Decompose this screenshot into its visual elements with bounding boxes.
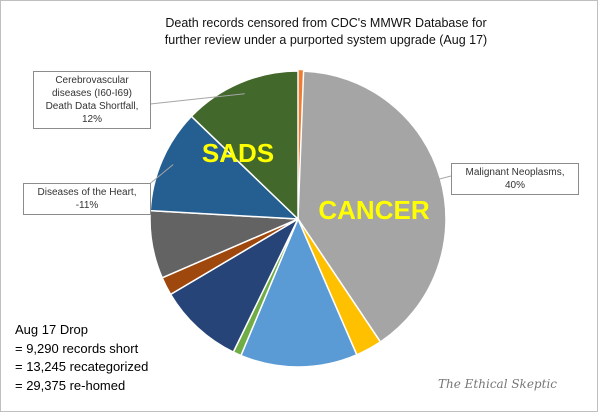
cerebrovascular-callout-line-3: Death Data Shortfall, xyxy=(45,101,139,112)
watermark: The Ethical Skeptic xyxy=(438,377,557,391)
heart-callout-line-1: Diseases of the Heart, xyxy=(37,187,137,198)
cerebrovascular-callout: Cerebrovascular diseases (I60-I69) Death… xyxy=(33,71,151,129)
drop-summary: Aug 17 Drop = 9,290 records short = 13,2… xyxy=(15,321,148,395)
cancer-inner-label: CANCER xyxy=(318,195,429,225)
cerebrovascular-callout-line-1: Cerebrovascular xyxy=(55,75,129,86)
cerebrovascular-callout-line-4: 12% xyxy=(81,114,102,125)
pie-slice-9 xyxy=(190,70,299,220)
sads-inner-label: SADS xyxy=(202,138,274,168)
pie-slice-3 xyxy=(240,218,358,368)
chart-title: Death records censored from CDC's MMWR D… xyxy=(131,15,521,49)
pie-slice-5 xyxy=(169,218,299,353)
cancer-leader-line xyxy=(428,175,452,183)
chart-title-line-1: Death records censored from CDC's MMWR D… xyxy=(165,16,487,30)
drop-summary-line-4: = 29,375 re-homed xyxy=(15,377,126,393)
heart-callout: Diseases of the Heart, -11% xyxy=(23,183,151,215)
drop-summary-line-3: = 13,245 recategorized xyxy=(15,359,149,374)
chart-title-line-2: further review under a purported system … xyxy=(164,33,488,47)
cerebrovascular-leader-line xyxy=(140,93,245,106)
drop-summary-line-1: Aug 17 Drop xyxy=(15,322,88,337)
cerebrovascular-callout-line-2: diseases (I60-I69) xyxy=(51,88,133,99)
cancer-callout-line-1: Malignant Neoplasms, xyxy=(465,167,565,178)
cancer-callout: Malignant Neoplasms, 40% xyxy=(451,163,579,195)
cancer-callout-line-2: 40% xyxy=(504,180,525,191)
heart-callout-line-2: -11% xyxy=(75,200,99,211)
pie-slices xyxy=(149,70,447,368)
drop-summary-line-2: = 9,290 records short xyxy=(15,340,139,356)
